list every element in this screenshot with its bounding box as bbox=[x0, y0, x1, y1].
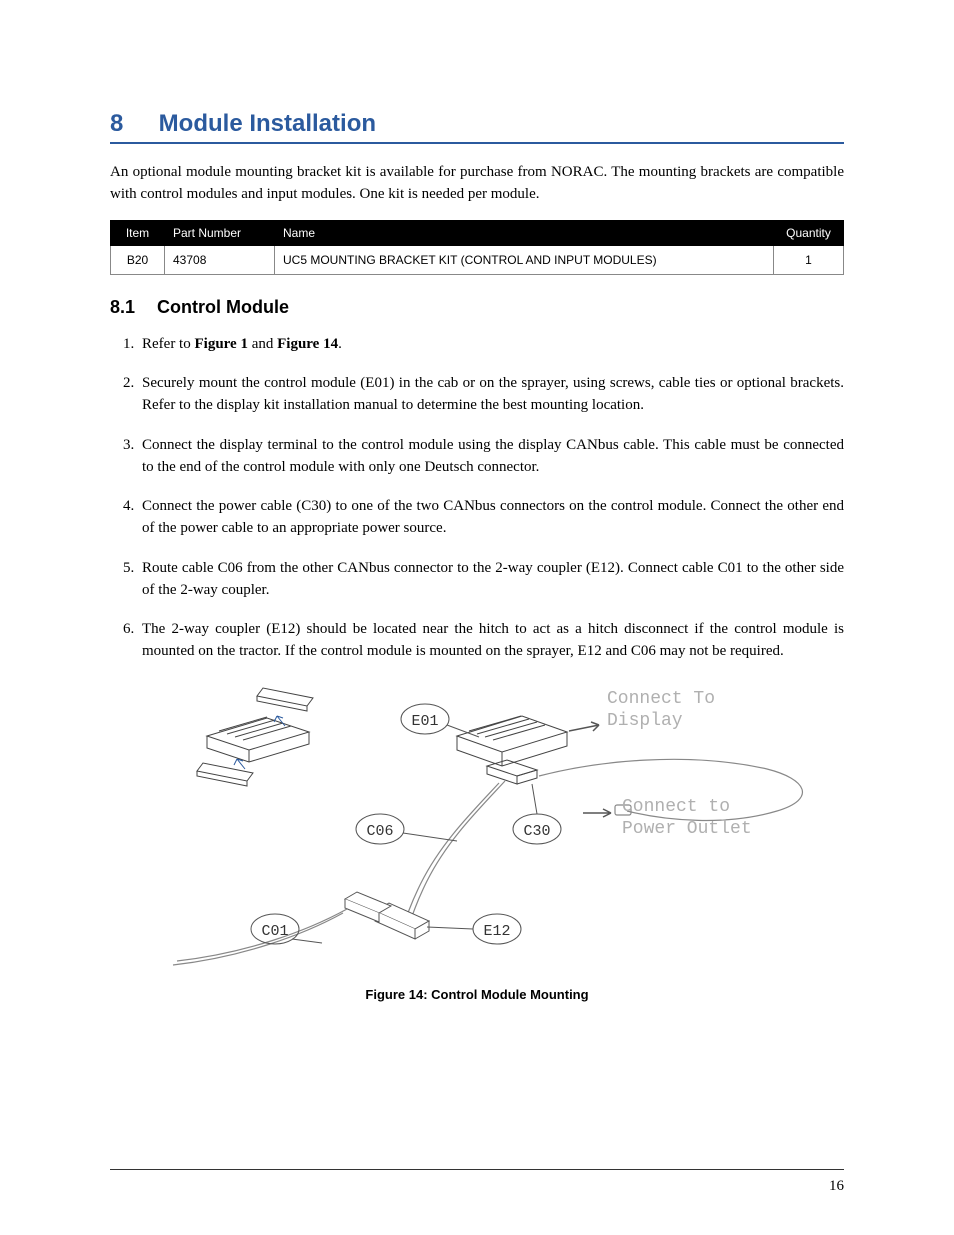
arrow-to-power bbox=[583, 809, 611, 817]
leader-line bbox=[292, 939, 322, 943]
label-power-1: Connect to bbox=[622, 797, 730, 817]
table-header-row: Item Part Number Name Quantity bbox=[111, 220, 844, 245]
cell-item: B20 bbox=[111, 245, 165, 274]
col-partnumber: Part Number bbox=[165, 220, 275, 245]
label-e12: E12 bbox=[483, 923, 510, 940]
figure-caption: Figure 14: Control Module Mounting bbox=[110, 987, 844, 1002]
cable-c06-icon bbox=[401, 781, 505, 933]
leader-line bbox=[427, 927, 473, 929]
subsection-title-text: Control Module bbox=[157, 297, 289, 317]
subsection-number: 8.1 bbox=[110, 297, 152, 318]
cell-quantity: 1 bbox=[774, 245, 844, 274]
leader-line bbox=[403, 833, 457, 841]
label-c01: C01 bbox=[261, 923, 288, 940]
coupler-e12-icon bbox=[345, 892, 429, 939]
label-power-2: Power Outlet bbox=[622, 819, 752, 839]
label-c06: C06 bbox=[366, 823, 393, 840]
step-4: Connect the power cable (C30) to one of … bbox=[138, 496, 844, 540]
document-page: 8 Module Installation An optional module… bbox=[0, 0, 954, 1235]
arrow-to-display bbox=[569, 722, 599, 731]
section-number: 8 bbox=[110, 110, 152, 138]
col-quantity: Quantity bbox=[774, 220, 844, 245]
steps-list: Refer to Figure 1 and Figure 14. Securel… bbox=[110, 334, 844, 663]
step-text: . bbox=[338, 336, 342, 352]
bracket-exploded-icon bbox=[197, 688, 313, 786]
section-heading: 8 Module Installation bbox=[110, 110, 844, 144]
label-c30: C30 bbox=[523, 823, 550, 840]
cell-name: UC5 MOUNTING BRACKET KIT (CONTROL AND IN… bbox=[275, 245, 774, 274]
page-footer: 16 bbox=[110, 1169, 844, 1195]
col-item: Item bbox=[111, 220, 165, 245]
step-6: The 2-way coupler (E12) should be locate… bbox=[138, 619, 844, 663]
figure-ref: Figure 14 bbox=[277, 336, 338, 352]
table-row: B20 43708 UC5 MOUNTING BRACKET KIT (CONT… bbox=[111, 245, 844, 274]
figure-14: E01 Connect To Display Connect to Power … bbox=[110, 681, 844, 1002]
step-5: Route cable C06 from the other CANbus co… bbox=[138, 558, 844, 602]
leader-line bbox=[532, 784, 537, 814]
label-display-1: Connect To bbox=[607, 689, 715, 709]
page-number: 16 bbox=[829, 1178, 844, 1194]
step-text: Refer to bbox=[142, 336, 194, 352]
parts-table: Item Part Number Name Quantity B20 43708… bbox=[110, 220, 844, 275]
col-name: Name bbox=[275, 220, 774, 245]
step-1: Refer to Figure 1 and Figure 14. bbox=[138, 334, 844, 356]
module-e01-icon bbox=[457, 716, 567, 784]
label-display-2: Display bbox=[607, 711, 683, 731]
intro-paragraph: An optional module mounting bracket kit … bbox=[110, 162, 844, 206]
figure-ref: Figure 1 bbox=[194, 336, 247, 352]
cell-partnumber: 43708 bbox=[165, 245, 275, 274]
step-2: Securely mount the control module (E01) … bbox=[138, 373, 844, 417]
step-text: and bbox=[248, 336, 277, 352]
label-e01: E01 bbox=[411, 713, 438, 730]
step-3: Connect the display terminal to the cont… bbox=[138, 435, 844, 479]
section-title-text: Module Installation bbox=[159, 110, 376, 137]
subsection-heading: 8.1 Control Module bbox=[110, 297, 844, 318]
control-module-diagram: E01 Connect To Display Connect to Power … bbox=[127, 681, 827, 981]
